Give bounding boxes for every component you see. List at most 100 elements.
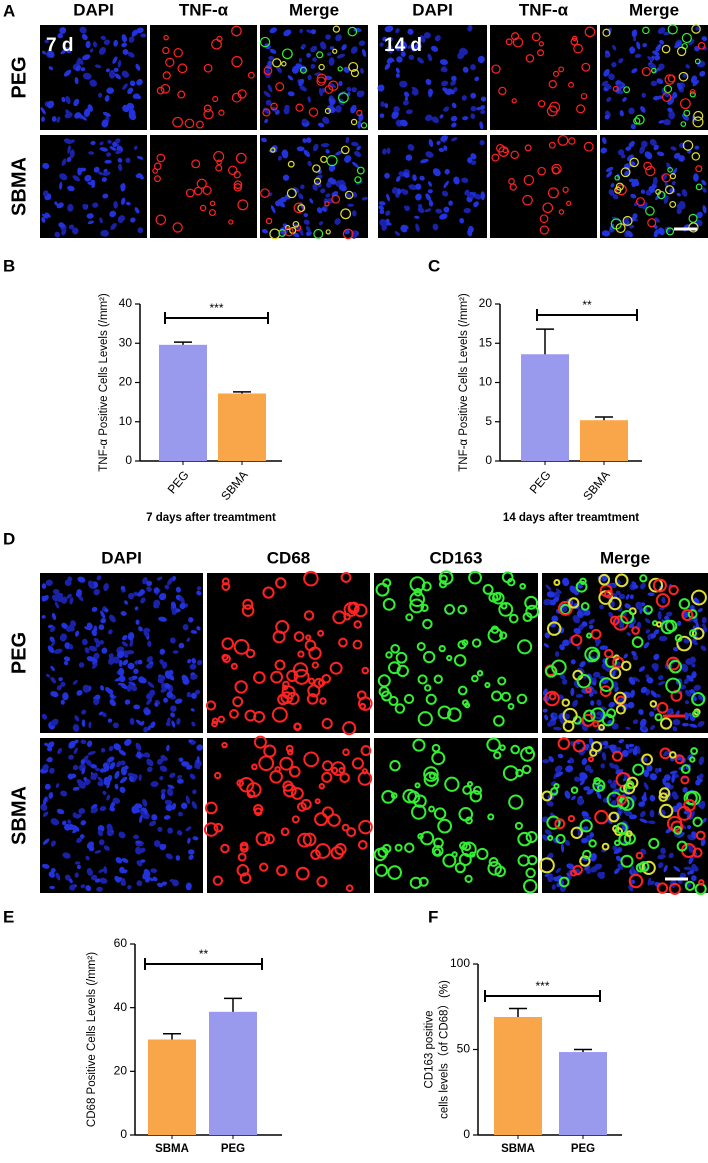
stained-cell — [510, 150, 519, 160]
nucleus — [85, 759, 92, 766]
stained-cell — [695, 183, 703, 191]
bar — [559, 1052, 607, 1135]
nucleus — [382, 36, 387, 42]
nucleus — [107, 718, 113, 723]
stained-cell — [655, 188, 662, 195]
stained-cell — [580, 92, 588, 100]
stained-cell — [419, 831, 435, 846]
stained-cell — [203, 109, 214, 120]
nucleus — [108, 656, 116, 665]
nucleus — [166, 717, 171, 725]
stained-cell — [172, 222, 183, 233]
micrograph — [600, 24, 708, 130]
nucleus — [176, 778, 184, 784]
stained-cell — [321, 674, 332, 684]
stained-cell — [572, 864, 583, 876]
nucleus — [432, 223, 439, 231]
stained-cell — [562, 707, 578, 724]
nucleus — [693, 173, 699, 182]
nucleus — [559, 644, 565, 651]
nucleus — [74, 861, 81, 865]
stained-cell — [692, 847, 703, 858]
stained-cell — [539, 214, 549, 224]
nucleus — [621, 749, 629, 757]
y-tick-label: 5 — [485, 414, 492, 428]
nucleus — [190, 740, 197, 745]
nucleus — [65, 46, 72, 54]
time-label: 7 d — [46, 35, 73, 56]
nucleus — [98, 624, 105, 631]
micrograph — [490, 25, 597, 130]
stained-cell — [694, 58, 701, 65]
stained-cell — [608, 811, 620, 823]
nucleus — [682, 786, 688, 793]
nucleus — [624, 603, 631, 609]
nucleus — [316, 207, 323, 214]
stained-cell — [689, 91, 696, 98]
stained-cell — [668, 659, 683, 674]
nucleus — [106, 87, 114, 94]
stained-cell — [209, 200, 216, 207]
nucleus — [330, 178, 337, 185]
nucleus — [434, 35, 441, 42]
stained-cell — [554, 818, 566, 830]
stained-cell — [451, 851, 458, 858]
nucleus — [69, 149, 75, 159]
nucleus — [658, 862, 664, 869]
nucleus — [623, 653, 628, 659]
stained-cell — [297, 801, 307, 812]
stained-cell — [515, 768, 524, 778]
stained-cell — [275, 82, 285, 92]
stained-cell — [381, 690, 392, 702]
nucleus — [89, 48, 94, 53]
nucleus — [399, 80, 408, 88]
nucleus — [630, 124, 636, 130]
nucleus — [649, 794, 656, 802]
nucleus — [480, 96, 487, 102]
nucleus — [188, 854, 194, 860]
nucleus — [117, 60, 122, 68]
nucleus — [654, 55, 660, 61]
nucleus — [191, 801, 198, 810]
column-header: DAPI — [73, 0, 114, 19]
stained-cell — [233, 639, 250, 655]
nucleus — [651, 662, 659, 670]
nucleus — [146, 580, 153, 587]
nucleus — [98, 868, 105, 873]
stained-cell — [667, 166, 673, 173]
nucleus — [161, 881, 168, 886]
nucleus — [98, 92, 103, 98]
stained-cell — [221, 637, 234, 650]
stained-cell — [212, 875, 224, 886]
nucleus — [684, 712, 689, 721]
stained-cell — [259, 36, 271, 48]
nucleus — [663, 774, 671, 781]
nucleus — [464, 189, 470, 196]
nucleus — [156, 576, 163, 581]
stained-cell — [632, 763, 645, 776]
row-label: PEG — [8, 56, 30, 98]
stained-cell — [276, 865, 288, 877]
nucleus — [142, 799, 148, 807]
nucleus — [474, 76, 480, 82]
nucleus — [676, 207, 682, 215]
nucleus — [643, 642, 650, 649]
nucleus — [49, 767, 55, 774]
stained-cell — [421, 581, 432, 592]
stained-cell — [306, 693, 319, 705]
stained-cell — [244, 709, 257, 722]
stained-cell — [499, 631, 508, 640]
nucleus — [196, 659, 203, 666]
nucleus — [379, 113, 385, 118]
nucleus — [67, 819, 72, 824]
nucleus — [405, 109, 413, 115]
nucleus — [270, 205, 276, 214]
nucleus — [178, 757, 184, 762]
stained-cell — [516, 693, 528, 705]
nucleus — [424, 208, 432, 213]
nucleus — [566, 863, 575, 870]
stained-cell — [541, 790, 553, 802]
nucleus — [656, 78, 664, 85]
nucleus — [543, 643, 549, 648]
stained-cell — [425, 693, 437, 705]
